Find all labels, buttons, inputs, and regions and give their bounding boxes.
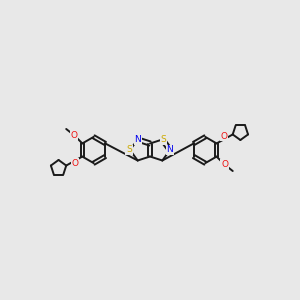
Text: O: O	[221, 160, 228, 169]
Text: O: O	[71, 131, 78, 140]
Text: S: S	[126, 146, 132, 154]
Text: O: O	[220, 132, 227, 141]
Text: S: S	[160, 135, 166, 144]
Text: O: O	[71, 159, 78, 168]
Text: N: N	[167, 146, 173, 154]
Text: N: N	[134, 135, 141, 144]
